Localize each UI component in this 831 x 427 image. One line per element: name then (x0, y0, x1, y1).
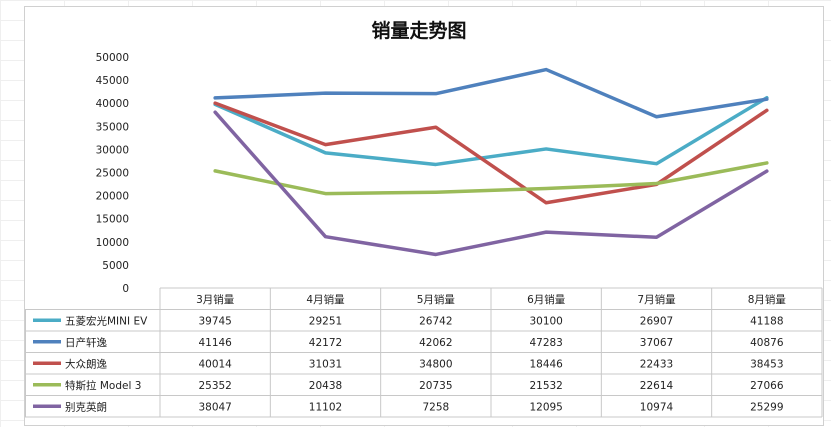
data-cell: 7258 (422, 401, 449, 413)
series-line-2 (213, 101, 769, 205)
data-cell: 21532 (529, 380, 562, 392)
data-cell: 31031 (309, 358, 342, 370)
data-cell: 42062 (419, 337, 452, 349)
data-cell: 22433 (640, 358, 673, 370)
category-label: 4月销量 (306, 293, 345, 306)
y-tick-label: 10000 (96, 237, 129, 249)
legend-entry: 日产轩逸 (65, 336, 107, 349)
data-cell: 30100 (529, 315, 562, 327)
data-cell: 27066 (750, 380, 784, 392)
legend-entry: 特斯拉 Model 3 (65, 379, 141, 392)
data-cell: 22614 (640, 380, 674, 392)
data-cell: 41146 (198, 337, 232, 349)
data-cell: 39745 (198, 315, 231, 327)
series-line-3 (213, 161, 769, 196)
y-tick-label: 50000 (96, 52, 129, 64)
y-tick-label: 35000 (96, 121, 129, 133)
chart-title: 销量走势图 (371, 19, 466, 42)
category-label: 3月销量 (196, 293, 235, 306)
line-chart: 销量走势图 0 5000 10000 15000 20000 25000 30000 3500… (25, 19, 823, 418)
data-cell: 34800 (419, 358, 452, 370)
y-tick-label: 5000 (102, 260, 129, 272)
data-cell: 25352 (198, 380, 231, 392)
data-cell: 37067 (640, 337, 673, 349)
data-cell: 38453 (750, 358, 783, 370)
series-line-0 (213, 95, 769, 167)
y-tick-label: 45000 (96, 75, 129, 87)
data-cell: 11102 (309, 401, 342, 413)
y-tick-label: 25000 (96, 168, 129, 180)
data-cell: 40014 (198, 358, 232, 370)
y-tick-label: 15000 (96, 214, 129, 226)
data-cell: 29251 (309, 315, 342, 327)
data-cell: 20735 (419, 380, 452, 392)
data-cell: 41188 (750, 315, 783, 327)
data-cell: 20438 (309, 380, 342, 392)
y-tick-label: 20000 (96, 191, 129, 203)
data-cell: 25299 (750, 401, 783, 413)
legend-entry: 五菱宏光MINI EV (65, 314, 148, 327)
data-cell: 26907 (640, 315, 673, 327)
y-tick-label: 0 (122, 283, 129, 295)
y-axis: 0 5000 10000 15000 20000 25000 30000 35000 40000… (96, 52, 129, 295)
category-label: 7月销量 (637, 293, 676, 306)
y-tick-label: 40000 (96, 98, 129, 110)
series-line-1 (213, 67, 769, 119)
data-cell: 10974 (640, 401, 674, 413)
y-tick-label: 30000 (96, 144, 129, 156)
data-cell: 42172 (309, 337, 342, 349)
category-label: 8月销量 (748, 293, 787, 306)
category-label: 5月销量 (417, 293, 456, 306)
data-cell: 26742 (419, 315, 452, 327)
data-cell: 47283 (529, 337, 562, 349)
legend-entry: 别克英朗 (65, 400, 107, 413)
data-cell: 38047 (198, 401, 231, 413)
series-line-4 (213, 110, 769, 257)
chart-area[interactable]: 销量走势图 0 5000 10000 15000 20000 25000 30000 3500… (24, 6, 824, 426)
series-lines (213, 67, 769, 257)
category-label: 6月销量 (527, 293, 566, 306)
legend-entry: 大众朗逸 (65, 357, 107, 370)
data-cell: 18446 (529, 358, 563, 370)
data-cell: 40876 (750, 337, 784, 349)
data-cell: 12095 (529, 401, 562, 413)
